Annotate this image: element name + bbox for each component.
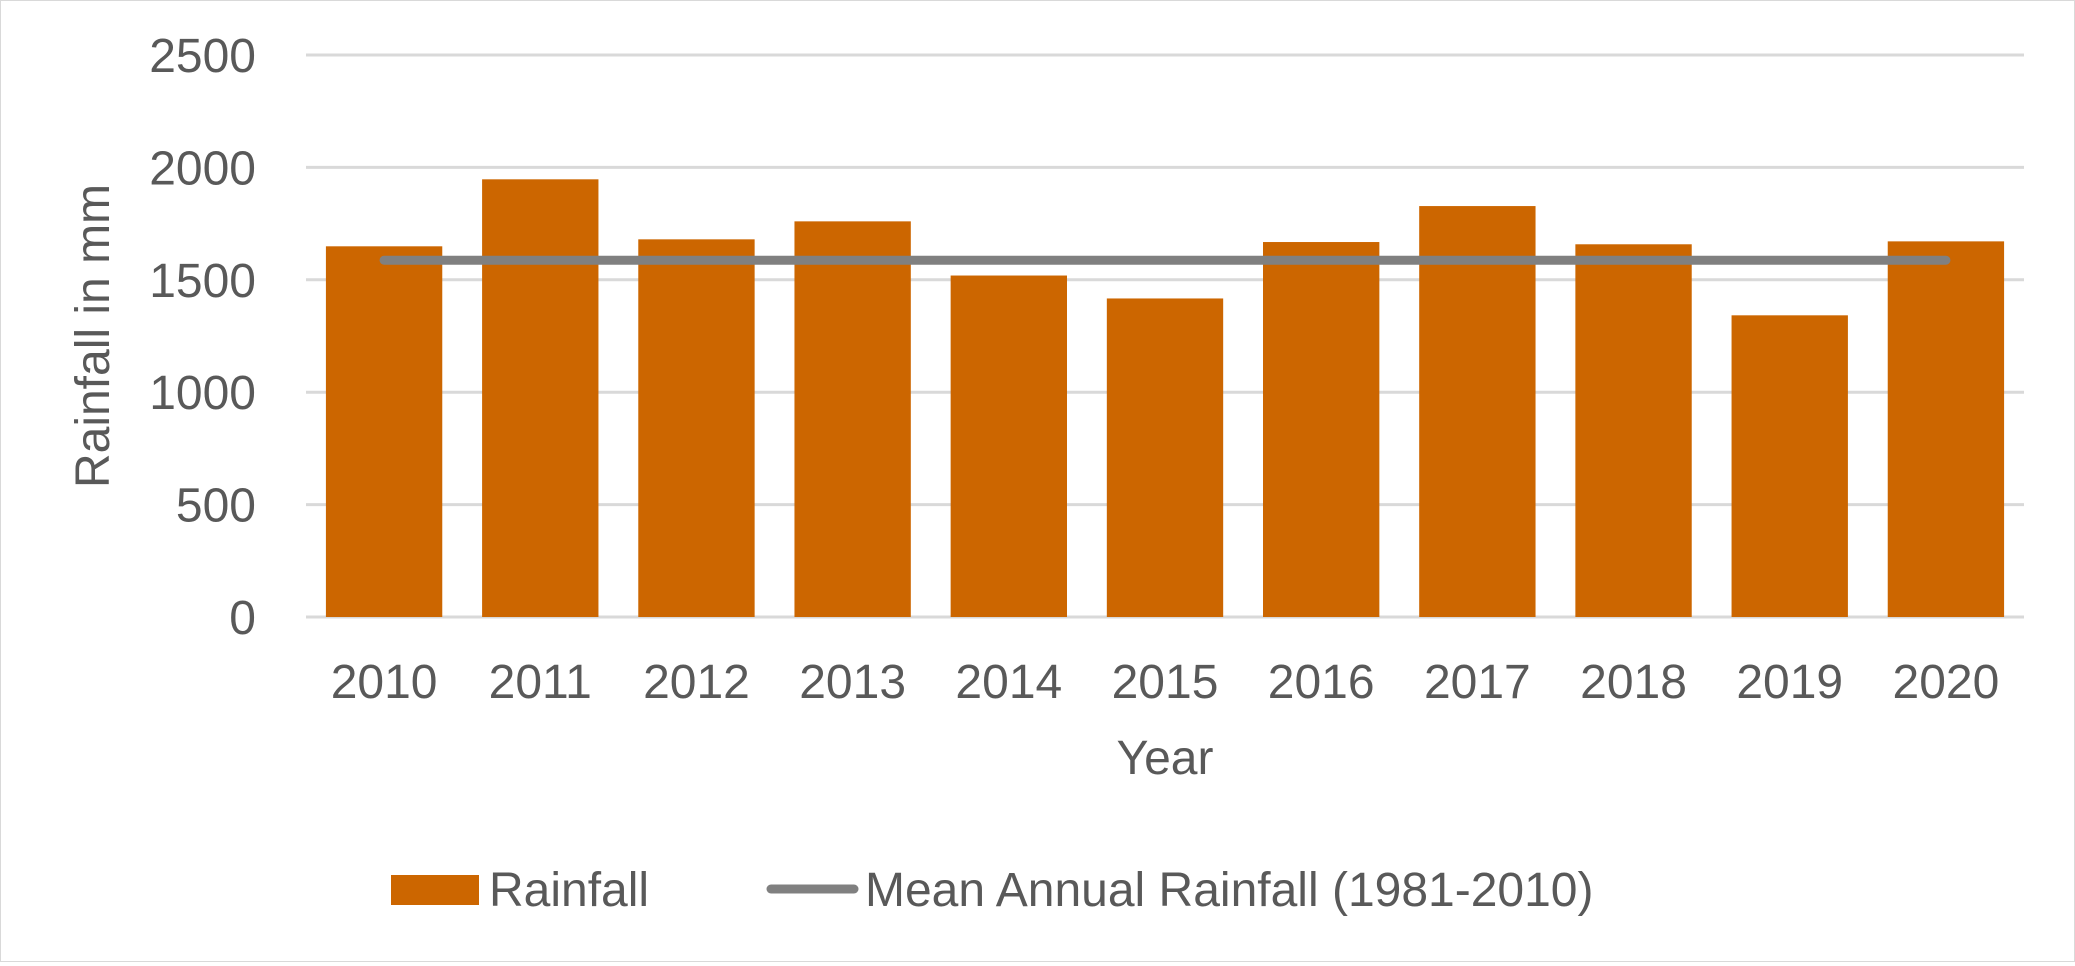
- x-tick-label: 2013: [799, 656, 906, 709]
- bar: [482, 179, 599, 618]
- y-tick-label: 1000: [149, 367, 256, 420]
- y-tick-label: 2500: [149, 30, 256, 83]
- bar: [1887, 241, 2005, 618]
- bar: [1575, 244, 1692, 617]
- x-tick-label: 2010: [331, 656, 438, 709]
- y-tick-label: 2000: [149, 142, 256, 195]
- x-tick-label: 2020: [1893, 656, 2000, 709]
- bar: [1731, 315, 1848, 617]
- x-axis-title: Year: [1117, 732, 1214, 785]
- bar-series-rainfall: [325, 179, 2005, 618]
- x-tick-label: 2015: [1112, 656, 1219, 709]
- bar: [950, 275, 1067, 617]
- bar: [1106, 298, 1224, 617]
- bar: [1419, 206, 1536, 617]
- legend-label-rainfall: Rainfall: [489, 864, 649, 917]
- x-axis-ticks: 2010 2011 2012 2013 2014 2015 2016 2017 2018 2019…: [331, 656, 2000, 709]
- bar: [794, 221, 911, 618]
- x-tick-label: 2018: [1580, 656, 1687, 709]
- legend-item-rainfall[interactable]: Rainfall: [391, 864, 649, 917]
- bar: [638, 239, 755, 617]
- y-axis-title: Rainfall in mm: [67, 184, 120, 488]
- x-tick-label: 2012: [643, 656, 750, 709]
- bar: [1263, 242, 1380, 617]
- y-axis-ticks: 0 500 1000 1500 2000 2500: [149, 30, 256, 645]
- x-tick-label: 2019: [1736, 656, 1843, 709]
- y-tick-label: 0: [229, 592, 256, 645]
- y-tick-label: 500: [176, 480, 256, 533]
- legend-label-mean: Mean Annual Rainfall (1981-2010): [865, 864, 1593, 917]
- bar: [325, 246, 443, 617]
- x-tick-label: 2017: [1424, 656, 1531, 709]
- legend: Rainfall Mean Annual Rainfall (1981-2010…: [391, 864, 1593, 917]
- legend-item-mean[interactable]: Mean Annual Rainfall (1981-2010): [766, 864, 1593, 917]
- y-tick-label: 1500: [149, 255, 256, 308]
- legend-swatch-rainfall: [391, 875, 479, 905]
- x-tick-label: 2011: [489, 656, 592, 709]
- x-tick-label: 2016: [1268, 656, 1375, 709]
- x-tick-label: 2014: [955, 656, 1062, 709]
